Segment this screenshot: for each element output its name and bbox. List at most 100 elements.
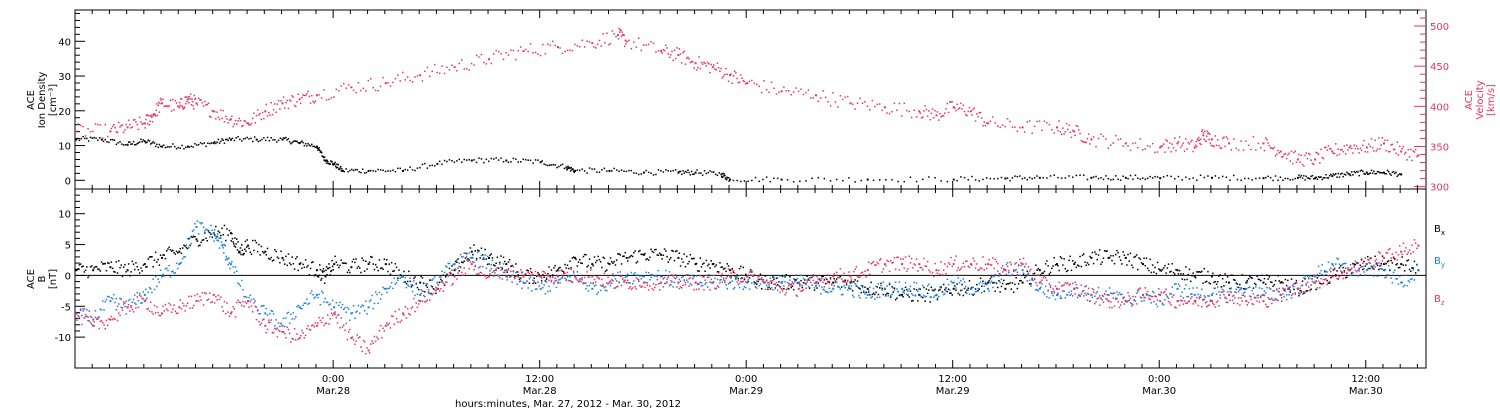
data-point-fill bbox=[886, 112, 888, 114]
data-point-fill bbox=[1391, 262, 1394, 264]
data-point-fill bbox=[944, 263, 946, 265]
data-point-fill bbox=[500, 53, 502, 55]
data-point-fill bbox=[1092, 291, 1095, 293]
data-point-fill bbox=[1014, 126, 1016, 128]
data-point-fill bbox=[736, 179, 738, 182]
data-point-fill bbox=[255, 306, 258, 308]
data-point-fill bbox=[844, 286, 846, 289]
data-point-fill bbox=[1283, 289, 1285, 291]
data-point-fill bbox=[1344, 262, 1347, 265]
data-point-fill bbox=[389, 85, 392, 87]
data-point-fill bbox=[1028, 270, 1031, 272]
data-point-fill bbox=[272, 108, 275, 111]
data-point-fill bbox=[871, 99, 874, 102]
data-point-fill bbox=[185, 96, 188, 98]
data-point-fill bbox=[410, 307, 413, 310]
data-point-fill bbox=[331, 161, 333, 163]
data-point-fill bbox=[239, 285, 242, 287]
data-point-fill bbox=[464, 252, 467, 254]
data-point-fill bbox=[352, 169, 355, 172]
data-point-fill bbox=[934, 109, 936, 112]
data-point-fill bbox=[1298, 153, 1300, 156]
data-point-fill bbox=[523, 282, 526, 285]
data-point bbox=[1262, 142, 1265, 145]
data-point-fill bbox=[1101, 299, 1103, 301]
data-point-fill bbox=[1263, 290, 1266, 292]
data-point-fill bbox=[1031, 177, 1033, 180]
data-point-fill bbox=[145, 288, 147, 291]
data-point-fill bbox=[593, 46, 595, 48]
data-point-fill bbox=[319, 264, 321, 266]
data-point-fill bbox=[606, 282, 608, 284]
data-point-fill bbox=[914, 294, 917, 297]
data-point-fill bbox=[206, 240, 208, 242]
data-point-fill bbox=[309, 329, 312, 331]
data-point-fill bbox=[1035, 264, 1037, 266]
data-point-fill bbox=[587, 276, 590, 278]
data-point-fill bbox=[742, 266, 744, 269]
data-point-fill bbox=[146, 308, 148, 310]
data-point-fill bbox=[934, 288, 936, 291]
data-point-fill bbox=[360, 346, 362, 348]
data-point-fill bbox=[859, 97, 861, 100]
data-point-fill bbox=[141, 302, 143, 304]
data-point-fill bbox=[486, 255, 489, 258]
data-point-fill bbox=[923, 257, 925, 260]
data-point-fill bbox=[1395, 171, 1397, 174]
data-point-fill bbox=[827, 280, 829, 283]
data-point-fill bbox=[1379, 148, 1381, 150]
data-point-fill bbox=[414, 310, 416, 313]
data-point-fill bbox=[472, 256, 474, 259]
data-point-fill bbox=[1236, 283, 1239, 285]
data-point bbox=[1124, 300, 1127, 303]
data-point-fill bbox=[1142, 149, 1144, 151]
data-point-fill bbox=[1333, 174, 1336, 176]
data-point-fill bbox=[156, 285, 158, 288]
data-point-fill bbox=[756, 287, 758, 289]
data-point-fill bbox=[1236, 302, 1239, 305]
data-point-fill bbox=[377, 90, 379, 92]
data-point-fill bbox=[335, 167, 338, 169]
data-point-fill bbox=[312, 324, 314, 326]
data-point-fill bbox=[581, 276, 583, 279]
data-point-fill bbox=[1386, 139, 1389, 141]
data-point-fill bbox=[406, 280, 409, 283]
data-point-fill bbox=[1208, 282, 1210, 284]
data-point-fill bbox=[1010, 288, 1012, 290]
data-point-fill bbox=[950, 292, 952, 294]
data-point-fill bbox=[1106, 250, 1108, 252]
data-point-fill bbox=[1139, 287, 1142, 289]
data-point-fill bbox=[297, 141, 299, 144]
data-point-fill bbox=[835, 278, 838, 280]
data-point-fill bbox=[1257, 142, 1260, 145]
data-point-fill bbox=[127, 119, 130, 121]
data-point-fill bbox=[1283, 153, 1285, 156]
data-point-fill bbox=[1215, 301, 1218, 304]
data-point-fill bbox=[985, 122, 988, 124]
data-point-fill bbox=[1009, 261, 1011, 263]
data-point-fill bbox=[1327, 177, 1330, 179]
data-point-fill bbox=[1346, 171, 1348, 174]
data-point-fill bbox=[1089, 143, 1091, 145]
data-point-fill bbox=[727, 177, 730, 179]
data-point-fill bbox=[520, 46, 522, 48]
data-point-fill bbox=[554, 44, 556, 47]
data-point-fill bbox=[1145, 294, 1148, 296]
data-point-fill bbox=[662, 171, 665, 173]
data-point-fill bbox=[341, 168, 343, 170]
data-point-fill bbox=[480, 53, 483, 56]
data-point-fill bbox=[270, 137, 272, 139]
data-point bbox=[436, 281, 439, 284]
data-point-fill bbox=[381, 293, 383, 296]
data-point-fill bbox=[681, 287, 683, 289]
data-point-fill bbox=[529, 276, 532, 278]
data-point-fill bbox=[1234, 291, 1236, 293]
data-point-fill bbox=[1287, 279, 1289, 282]
data-point-fill bbox=[1411, 244, 1413, 246]
data-point-fill bbox=[672, 169, 674, 172]
data-point-fill bbox=[751, 79, 753, 82]
data-point-fill bbox=[193, 108, 195, 110]
data-point-fill bbox=[644, 286, 646, 289]
data-point-fill bbox=[183, 304, 185, 307]
